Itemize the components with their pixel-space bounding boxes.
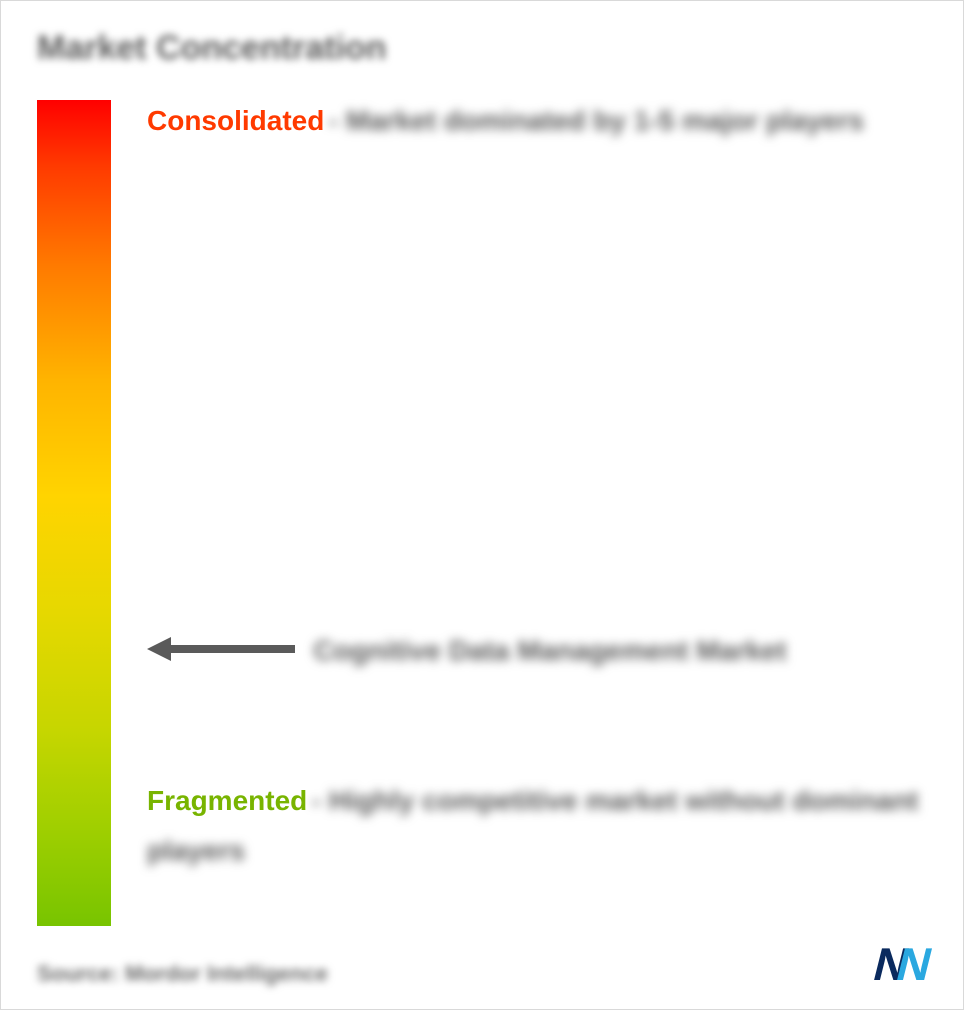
consolidated-desc: - Market dominated by 1-5 major players — [329, 105, 864, 136]
marker-label: Cognitive Data Management Market — [313, 635, 786, 666]
consolidated-row: Consolidated - Market dominated by 1-5 m… — [147, 96, 927, 146]
card-body: Consolidated - Market dominated by 1-5 m… — [37, 96, 927, 926]
card-footer: Source: Mordor Intelligence N N — [37, 941, 927, 987]
source-text: Source: Mordor Intelligence — [37, 961, 328, 987]
infographic-card: Market Concentration Consolidated - Mark… — [0, 0, 964, 1010]
brand-logo: N N — [875, 941, 927, 987]
concentration-gradient-bar — [37, 100, 111, 926]
fragmented-label: Fragmented — [147, 785, 307, 816]
arrow-left-icon — [147, 634, 297, 669]
marker-row: Cognitive Data Management Market — [147, 626, 927, 676]
text-column: Consolidated - Market dominated by 1-5 m… — [111, 96, 927, 926]
gradient-bar-container — [37, 96, 111, 926]
fragmented-row: Fragmented - Highly competitive market w… — [147, 776, 927, 877]
card-title: Market Concentration — [37, 29, 927, 68]
consolidated-label: Consolidated — [147, 105, 324, 136]
